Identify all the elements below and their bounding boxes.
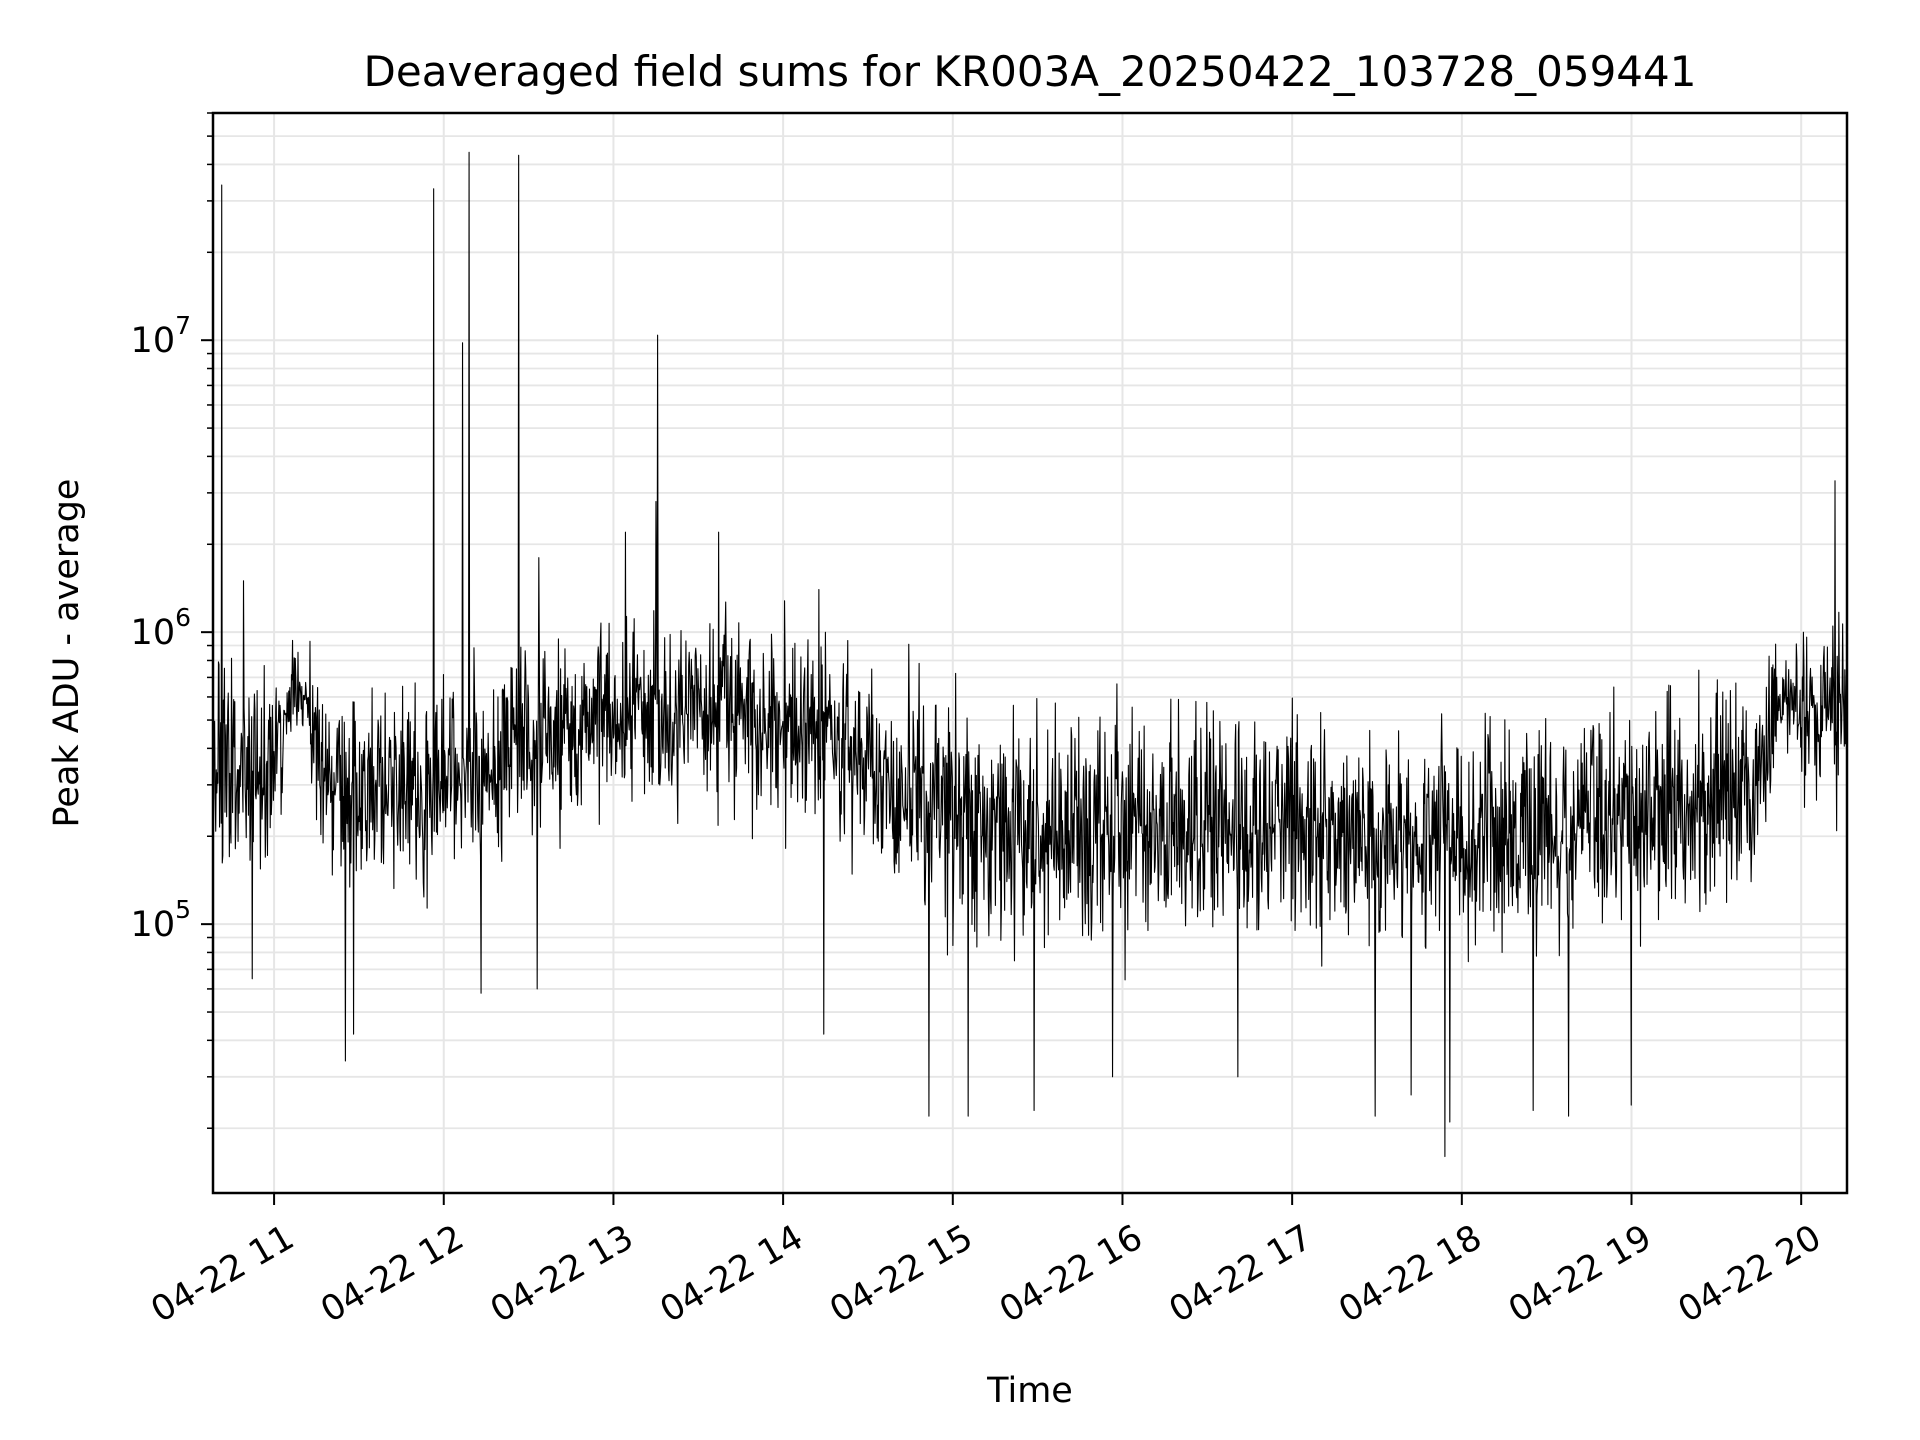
y-tick-label: 107 xyxy=(131,311,191,361)
y-axis-label: Peak ADU - average xyxy=(47,479,87,828)
plot-frame xyxy=(211,111,1849,1195)
x-axis-label: Time xyxy=(986,1371,1073,1411)
series-line xyxy=(212,151,1848,1158)
y-tick-label: 105 xyxy=(131,895,191,945)
y-tick-label: 106 xyxy=(131,603,191,653)
data-layer xyxy=(212,151,1848,1158)
chart-title: Deaveraged field sums for KR003A_2025042… xyxy=(364,47,1697,96)
y-axis-ticks: 105 106 107 xyxy=(131,112,213,1129)
